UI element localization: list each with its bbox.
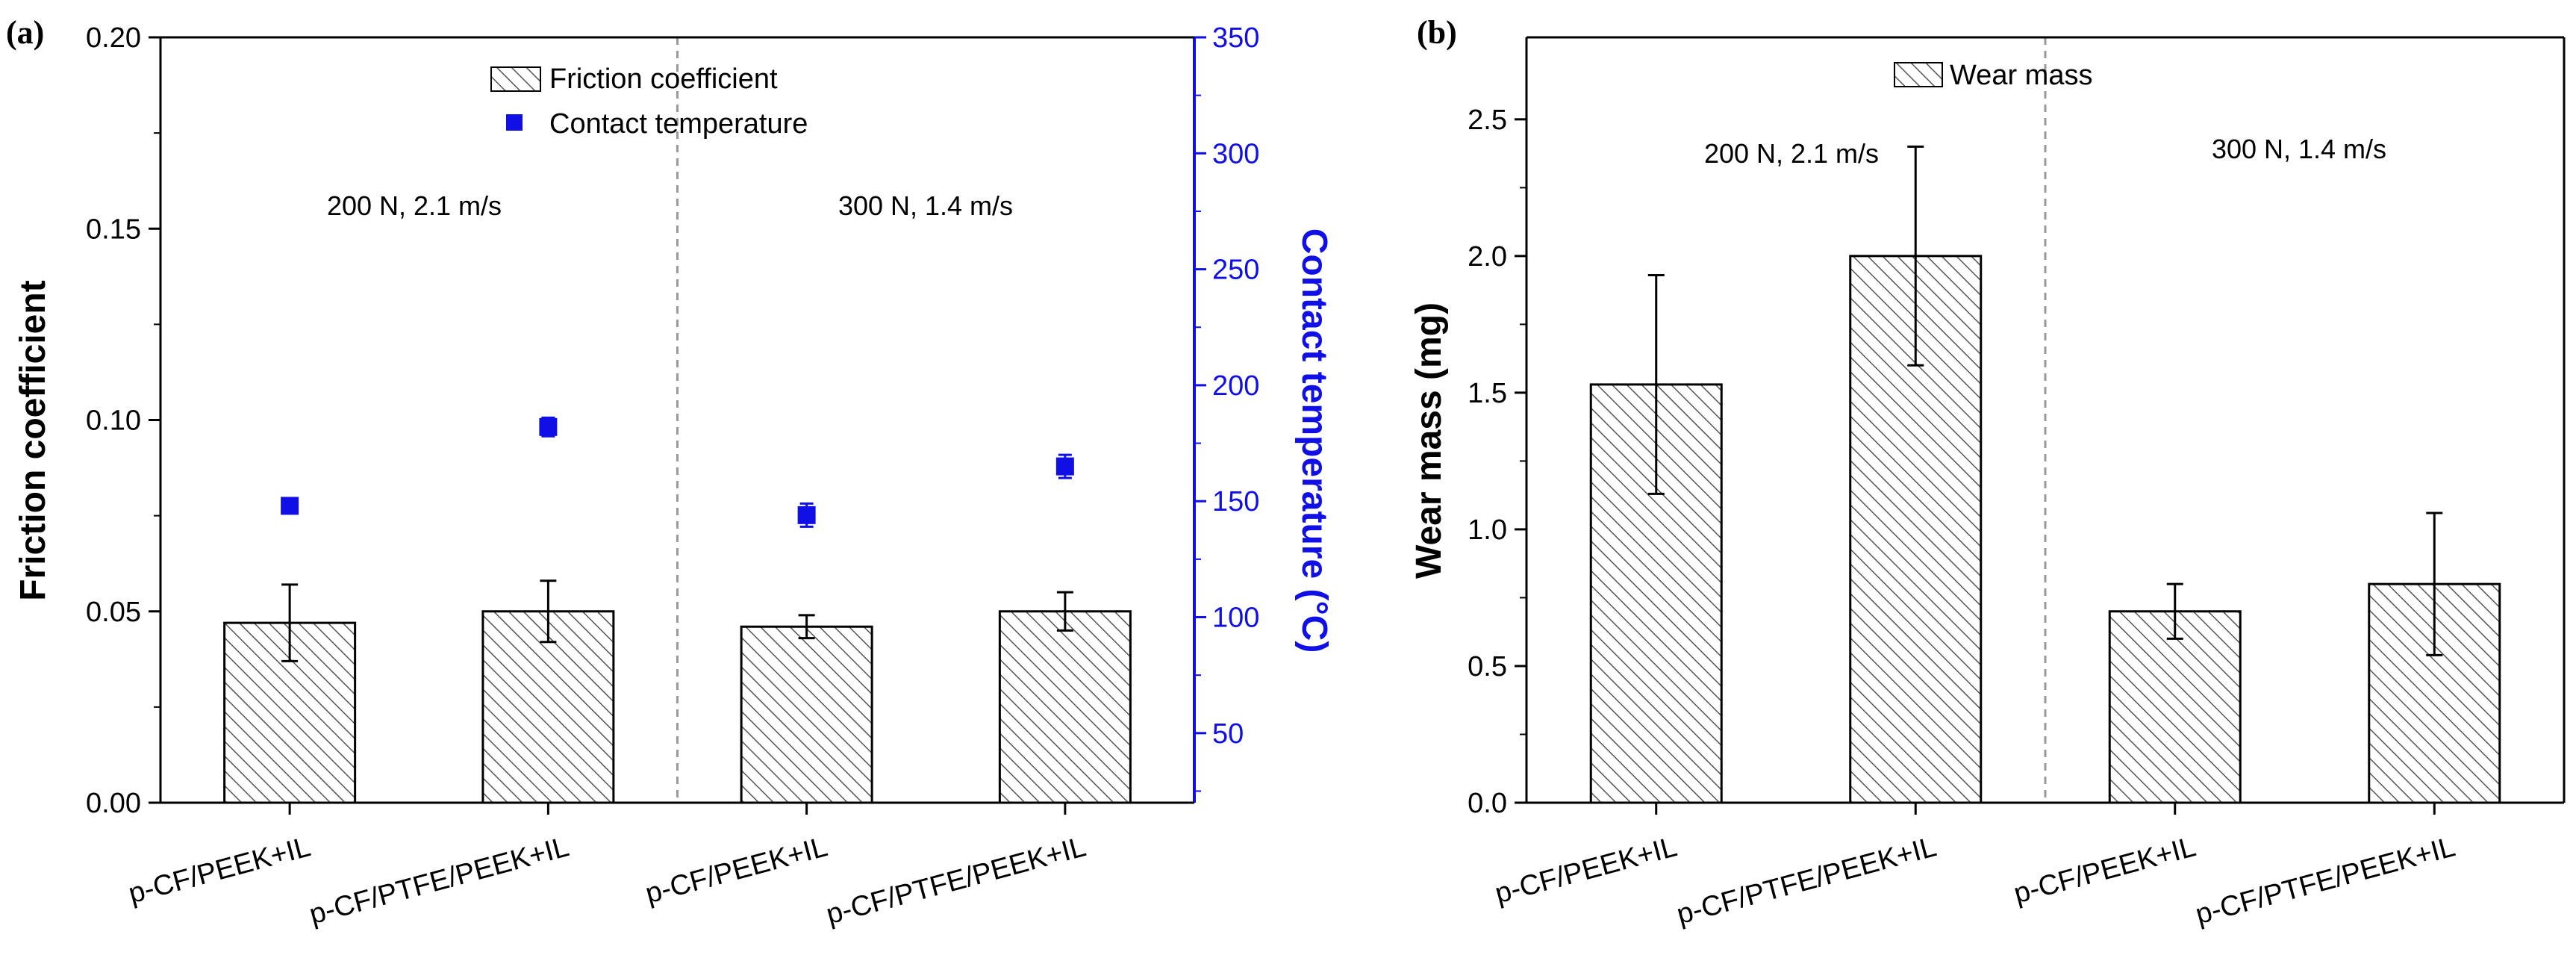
panel-b-category-label-3: p-CF/PEEK+IL — [2010, 831, 2199, 909]
panel-a-category-label-1: p-CF/PEEK+IL — [125, 831, 314, 909]
legend-wear-label: Wear mass — [1950, 60, 2092, 91]
panel-b-bar-3 — [2108, 610, 2242, 804]
panel-a-legend: Friction coefficient Contact temperature — [490, 63, 808, 140]
panel-b-y-tick-label: 1.0 — [1468, 514, 1507, 546]
panel-a-y2-tick-label: 200 — [1212, 370, 1259, 402]
panel-a-category-label-3: p-CF/PEEK+IL — [642, 831, 831, 909]
panel-b-category-label-2: p-CF/PTFE/PEEK+IL — [1674, 831, 1940, 930]
panel-a-y2-tick-label: 350 — [1212, 22, 1259, 54]
panel-b-category-label-4: p-CF/PTFE/PEEK+IL — [2192, 831, 2459, 930]
panel-a-condition-label-1: 200 N, 2.1 m/s — [327, 190, 502, 221]
panel-a: (a) p-CF/PEEK+ILp-CF/PTFE/PEEK+IL p-CF/PE… — [6, 14, 1334, 930]
legend-friction-label: Friction coefficient — [549, 63, 778, 95]
panel-a-y2-tick-label: 300 — [1212, 138, 1259, 170]
panel-a-temp-marker-4 — [1055, 457, 1074, 476]
panel-a-y-tick-label: 0.20 — [86, 22, 141, 54]
panel-b-y-tick-label: 2.0 — [1468, 241, 1507, 273]
panel-a-y-axis-title: Friction coefficient — [13, 280, 53, 600]
panel-b: (b) p-CF/PEEK+ILp-CF/PTFE/PEEK+IL p-CF/PE… — [1409, 14, 2566, 930]
panel-b-condition-label-2: 300 N, 1.4 m/s — [2212, 134, 2386, 164]
panel-a-y2-tick-label: 150 — [1212, 486, 1259, 517]
legend-bar-swatch — [490, 66, 541, 92]
legend-wear-swatch — [1894, 62, 1943, 87]
panel-b-y-tick-label: 1.5 — [1468, 378, 1507, 409]
panel-b-y-tick-label: 0.0 — [1468, 788, 1507, 819]
panel-a-category-label-4: p-CF/PTFE/PEEK+IL — [823, 831, 1090, 930]
panel-a-bar-3 — [740, 625, 873, 804]
panel-a-y-tick-label: 0.05 — [86, 597, 141, 628]
panel-a-y2-tick-label: 250 — [1212, 255, 1259, 286]
panel-b-y-tick-label: 0.5 — [1468, 651, 1507, 682]
panel-a-y-tick-label: 0.00 — [86, 788, 141, 819]
panel-b-category-label-1: p-CF/PEEK+IL — [1491, 831, 1680, 909]
panel-a-y2-tick-label: 100 — [1212, 603, 1259, 634]
panel-a-y2-tick-label: 50 — [1212, 718, 1244, 750]
panel-b-plot-area: p-CF/PEEK+ILp-CF/PTFE/PEEK+IL p-CF/PEEK+I… — [1468, 36, 2566, 930]
legend-temperature-label: Contact temperature — [549, 108, 808, 140]
panel-b-y-tick-label: 2.5 — [1468, 105, 1507, 136]
panel-a-plot-area: p-CF/PEEK+ILp-CF/PTFE/PEEK+IL p-CF/PEEK+I… — [86, 22, 1259, 930]
panel-a-y2-axis-title: Contact temperature (°C) — [1294, 228, 1334, 653]
panel-b-label: (b) — [1417, 14, 1457, 51]
panel-a-bar-4 — [998, 610, 1132, 804]
panel-b-y-axis-title: Wear mass (mg) — [1409, 302, 1449, 579]
panel-a-temp-marker-1 — [281, 497, 299, 515]
panel-a-temp-marker-3 — [797, 506, 816, 524]
panel-b-legend: Wear mass — [1894, 60, 2092, 91]
panel-a-label: (a) — [6, 14, 44, 51]
panel-a-temp-marker-2 — [539, 417, 558, 436]
panel-b-condition-label-1: 200 N, 2.1 m/s — [1704, 138, 1879, 169]
panel-a-category-label-2: p-CF/PTFE/PEEK+IL — [306, 831, 573, 930]
panel-a-y-tick-label: 0.15 — [86, 214, 141, 245]
legend-square-marker — [506, 114, 523, 131]
panel-a-y-tick-label: 0.10 — [86, 405, 141, 437]
panel-a-condition-label-2: 300 N, 1.4 m/s — [838, 190, 1013, 221]
